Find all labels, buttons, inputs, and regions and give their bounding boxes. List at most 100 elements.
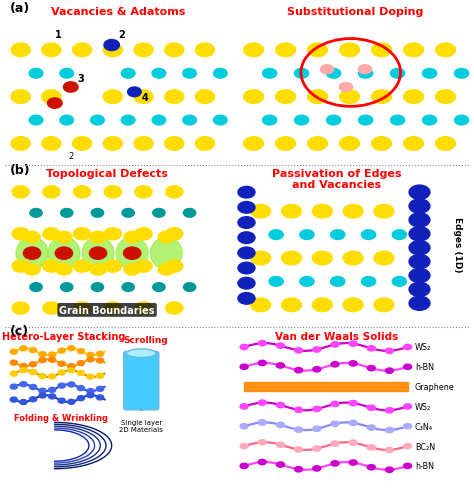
- Circle shape: [313, 446, 321, 451]
- Circle shape: [23, 247, 41, 260]
- Circle shape: [39, 352, 46, 357]
- Circle shape: [320, 65, 334, 75]
- Circle shape: [275, 44, 296, 58]
- Circle shape: [73, 261, 91, 273]
- Text: Graphene: Graphene: [415, 382, 455, 391]
- Circle shape: [240, 444, 248, 449]
- Circle shape: [68, 382, 75, 387]
- Circle shape: [313, 347, 321, 352]
- Circle shape: [367, 445, 375, 450]
- Circle shape: [409, 241, 430, 255]
- Circle shape: [11, 91, 30, 104]
- Circle shape: [164, 91, 184, 104]
- Text: 3: 3: [78, 73, 84, 83]
- Text: Grain Boundaries: Grain Boundaries: [59, 305, 155, 315]
- Circle shape: [240, 463, 248, 468]
- Circle shape: [29, 348, 36, 353]
- Circle shape: [195, 44, 215, 58]
- Circle shape: [58, 398, 65, 403]
- Text: Vacancies & Adatoms: Vacancies & Adatoms: [51, 7, 186, 17]
- Circle shape: [153, 209, 165, 218]
- Circle shape: [134, 91, 153, 104]
- Circle shape: [58, 348, 65, 353]
- Circle shape: [122, 209, 134, 218]
- Ellipse shape: [150, 238, 182, 270]
- Circle shape: [240, 424, 248, 429]
- Text: WS₂: WS₂: [415, 343, 431, 352]
- Circle shape: [313, 426, 321, 431]
- Circle shape: [276, 423, 284, 427]
- Circle shape: [374, 205, 394, 219]
- Circle shape: [339, 83, 353, 92]
- Circle shape: [409, 213, 430, 227]
- Circle shape: [238, 247, 255, 259]
- Circle shape: [43, 261, 60, 273]
- Circle shape: [68, 368, 75, 373]
- Circle shape: [87, 353, 94, 358]
- Circle shape: [10, 397, 18, 402]
- Circle shape: [300, 277, 314, 286]
- Circle shape: [164, 138, 184, 151]
- Circle shape: [436, 91, 456, 104]
- Circle shape: [276, 363, 284, 368]
- Circle shape: [269, 277, 283, 286]
- Circle shape: [409, 269, 430, 283]
- Circle shape: [87, 374, 94, 380]
- Circle shape: [313, 407, 321, 412]
- Text: C₃N₄: C₃N₄: [415, 422, 433, 431]
- Circle shape: [238, 202, 255, 214]
- Circle shape: [251, 299, 271, 312]
- Circle shape: [58, 384, 65, 388]
- Circle shape: [331, 461, 339, 466]
- Circle shape: [135, 186, 152, 199]
- Circle shape: [244, 138, 264, 151]
- Text: Folding & Wrinkling: Folding & Wrinkling: [14, 413, 108, 422]
- Circle shape: [294, 69, 309, 79]
- Circle shape: [238, 187, 255, 199]
- Circle shape: [29, 116, 43, 125]
- Circle shape: [55, 247, 73, 260]
- Circle shape: [87, 357, 94, 362]
- Text: Van der Waals Solids: Van der Waals Solids: [275, 332, 398, 342]
- Circle shape: [42, 91, 61, 104]
- Text: Topological Defects: Topological Defects: [46, 168, 168, 178]
- Circle shape: [238, 293, 255, 305]
- Circle shape: [39, 374, 46, 379]
- Circle shape: [165, 228, 183, 241]
- Circle shape: [134, 138, 153, 151]
- Circle shape: [24, 232, 40, 244]
- Circle shape: [48, 352, 56, 357]
- Circle shape: [391, 116, 405, 125]
- Circle shape: [349, 401, 357, 406]
- Circle shape: [372, 44, 392, 58]
- Circle shape: [339, 44, 359, 58]
- Circle shape: [327, 116, 341, 125]
- Text: (a): (a): [9, 2, 30, 15]
- Circle shape: [403, 345, 411, 350]
- Text: Passivation of Edges
and Vacancies: Passivation of Edges and Vacancies: [272, 168, 401, 190]
- Circle shape: [294, 467, 302, 472]
- Circle shape: [409, 283, 430, 297]
- Circle shape: [391, 69, 405, 79]
- Circle shape: [213, 69, 227, 79]
- Circle shape: [372, 91, 392, 104]
- Text: 2: 2: [118, 30, 125, 40]
- Circle shape: [313, 367, 321, 372]
- Circle shape: [12, 228, 29, 241]
- Circle shape: [409, 186, 430, 200]
- Circle shape: [343, 299, 363, 312]
- Circle shape: [20, 364, 27, 369]
- Text: h-BN: h-BN: [415, 462, 434, 470]
- Circle shape: [73, 44, 91, 58]
- Circle shape: [122, 283, 134, 292]
- Circle shape: [422, 116, 437, 125]
- Circle shape: [56, 232, 72, 244]
- Circle shape: [43, 186, 60, 199]
- Circle shape: [30, 283, 42, 292]
- Circle shape: [77, 396, 84, 401]
- Circle shape: [358, 69, 373, 79]
- Circle shape: [385, 447, 393, 453]
- Circle shape: [58, 370, 65, 375]
- Circle shape: [39, 393, 46, 398]
- Circle shape: [349, 341, 357, 346]
